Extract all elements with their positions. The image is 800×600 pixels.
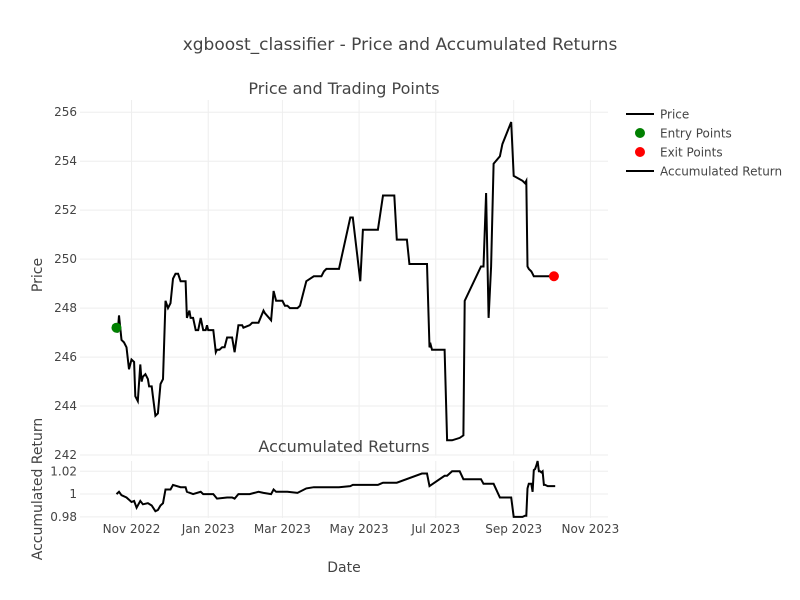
x-tick-label: Mar 2023 bbox=[254, 522, 311, 536]
returns-y-tick-label: 0.98 bbox=[50, 510, 77, 524]
returns-y-axis-label: Accumulated Return bbox=[30, 418, 46, 560]
exit-point bbox=[548, 271, 559, 282]
returns-y-tick-label: 1 bbox=[69, 487, 77, 501]
x-tick-label: May 2023 bbox=[329, 522, 388, 536]
price-y-tick-label: 242 bbox=[54, 448, 77, 462]
price-subplot-title: Price and Trading Points bbox=[248, 79, 439, 98]
legend-entry-label: Entry Points bbox=[660, 127, 732, 141]
price-y-tick-label: 256 bbox=[54, 105, 77, 119]
price-y-tick-label: 250 bbox=[54, 252, 77, 266]
returns-subplot-title: Accumulated Returns bbox=[258, 437, 429, 456]
legend-exit-label: Exit Points bbox=[660, 146, 723, 160]
legend-exit-swatch bbox=[635, 147, 645, 157]
legend-entry-swatch bbox=[635, 128, 645, 138]
price-y-tick-label: 254 bbox=[54, 154, 77, 168]
x-tick-label: Sep 2023 bbox=[485, 522, 542, 536]
price-y-tick-label: 248 bbox=[54, 301, 77, 315]
entry-points bbox=[111, 322, 122, 333]
x-tick-label: Jul 2023 bbox=[410, 522, 460, 536]
price-subplot: Price and Trading Points 242 244 246 248 250… bbox=[30, 79, 608, 462]
price-y-tick-label: 244 bbox=[54, 399, 77, 413]
x-tick-label: Nov 2022 bbox=[103, 522, 161, 536]
x-tick-label: Nov 2023 bbox=[562, 522, 620, 536]
legend: Price Entry Points Exit Points Accumulat… bbox=[626, 108, 782, 179]
price-line bbox=[115, 121, 556, 442]
price-y-tick-label: 252 bbox=[54, 203, 77, 217]
returns-y-tick-label: 1.02 bbox=[50, 464, 77, 478]
x-tick-label: Jan 2023 bbox=[181, 522, 235, 536]
price-y-ticks: 242 244 246 248 250 252 254 256 bbox=[54, 105, 77, 462]
price-y-axis-label: Price bbox=[30, 258, 46, 292]
legend-return-label: Accumulated Return bbox=[660, 165, 782, 179]
accumulated-return-line bbox=[115, 460, 556, 518]
returns-subplot: Accumulated Returns 0.98 1 1.02 Accumulate… bbox=[30, 418, 608, 560]
exit-points bbox=[548, 271, 559, 282]
entry-point bbox=[111, 322, 122, 333]
returns-y-ticks: 0.98 1 1.02 bbox=[50, 464, 77, 524]
price-y-tick-label: 246 bbox=[54, 350, 77, 364]
chart-title: xgboost_classifier - Price and Accumulat… bbox=[183, 35, 618, 55]
x-ticks: Nov 2022 Jan 2023 Mar 2023 May 2023 Jul 2023… bbox=[103, 522, 620, 536]
x-axis-label: Date bbox=[327, 560, 360, 576]
legend-price-label: Price bbox=[660, 108, 689, 122]
